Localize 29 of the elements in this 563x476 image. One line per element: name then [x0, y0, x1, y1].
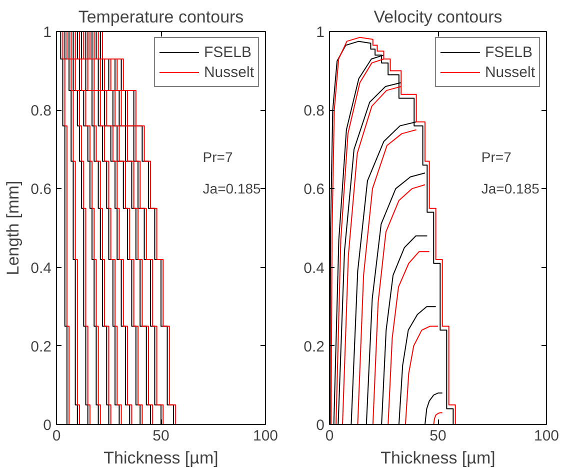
y-tick-label: 0: [316, 417, 324, 434]
chart-title: Temperature contours: [78, 8, 244, 26]
x-axis-title: Thickness [µm]: [104, 448, 218, 468]
y-tick-label: 0.4: [304, 260, 325, 277]
legend-label: Nusselt: [204, 64, 254, 80]
annotation: Ja=0.185: [202, 180, 262, 197]
legend-label: Nusselt: [484, 64, 535, 80]
x-tick-label: 100: [534, 428, 560, 444]
y-tick-label: 0.8: [30, 102, 52, 120]
y-tick-label: 0.6: [304, 181, 325, 198]
annotation: Pr=7: [202, 149, 233, 166]
legend-label: FSELB: [484, 44, 532, 60]
y-tick-label: 1: [43, 24, 52, 41]
annotation: Ja=0.185: [481, 180, 540, 197]
y-tick-label: 0: [43, 417, 52, 434]
x-tick-label: 50: [152, 428, 170, 444]
legend-label: FSELB: [204, 44, 252, 60]
y-tick-label: 0.2: [304, 338, 325, 356]
y-tick-label: 0.6: [30, 181, 52, 198]
x-tick-label: 50: [430, 428, 446, 444]
annotation: Pr=7: [481, 149, 512, 166]
x-axis-title: Thickness [µm]: [380, 448, 496, 468]
y-tick-label: 0.2: [30, 338, 52, 356]
x-tick-label: 100: [252, 428, 278, 444]
y-tick-label: 0.4: [30, 260, 52, 277]
chart-title: Velocity contours: [374, 8, 502, 26]
y-tick-label: 0.8: [304, 102, 325, 120]
y-tick-label: 1: [316, 24, 324, 41]
y-axis-title: Length [mm]: [4, 180, 23, 276]
